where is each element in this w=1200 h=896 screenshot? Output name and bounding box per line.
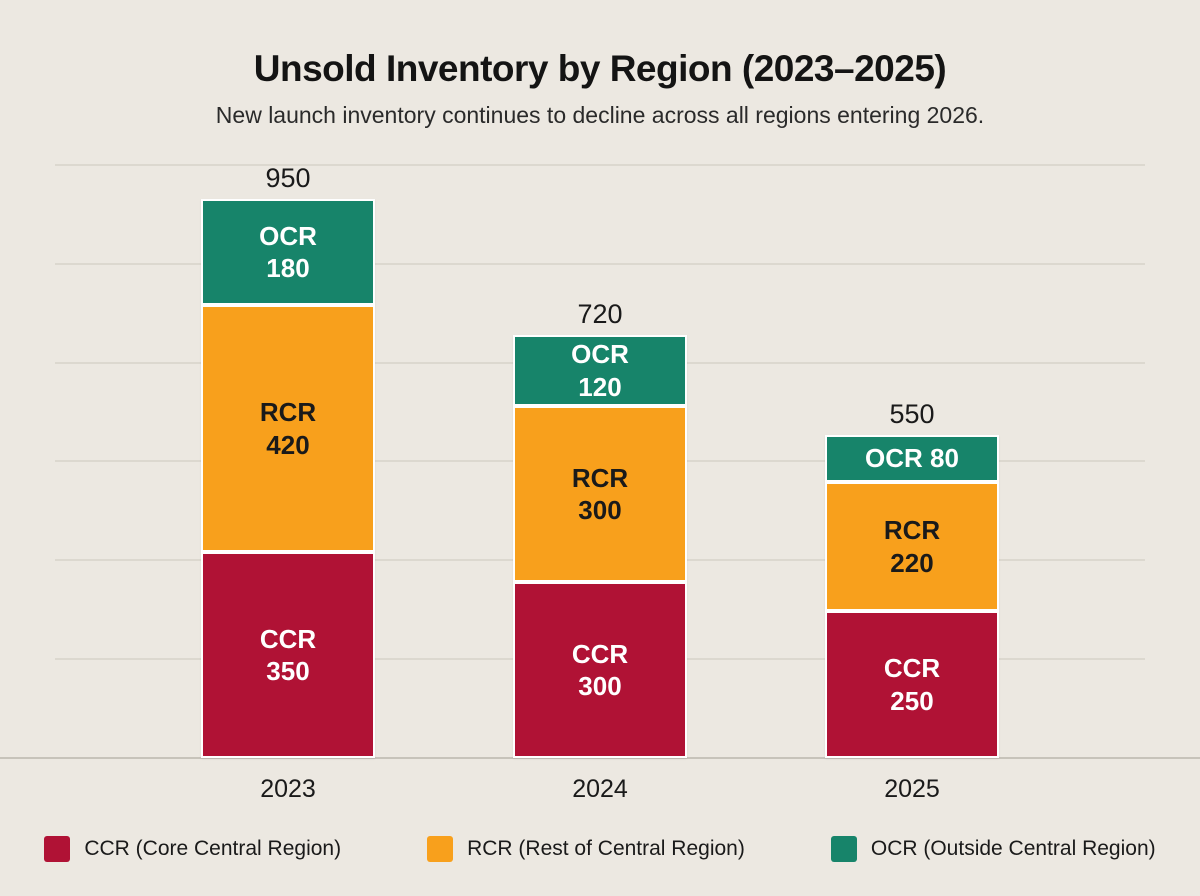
segment-value-label: 180 <box>266 253 310 283</box>
segment-ocr-2023: OCR 180 <box>201 199 375 305</box>
bar-2024: 720 OCR 120 RCR 300 CCR 300 <box>513 299 687 758</box>
segment-value-label: 120 <box>578 371 622 402</box>
segment-rcr-2024: RCR 300 <box>513 406 687 582</box>
bar-2023: 950 OCR 180 RCR 420 CCR 350 <box>201 163 375 758</box>
segment-name-label: CCR <box>883 653 941 683</box>
segment-ccr-2023: CCR 350 <box>201 552 375 758</box>
chart-title: Unsold Inventory by Region (2023–2025) <box>253 48 947 89</box>
segment-ocr-2025: OCR 80 <box>825 435 999 482</box>
segment-name-label: OCR <box>571 339 629 369</box>
segment-name-label: RCR <box>883 515 941 545</box>
segment-ccr-2025: CCR 250 <box>825 611 999 758</box>
bar-2025: 550 OCR 80 RCR 220 CCR 250 <box>825 399 999 758</box>
bar-total-label-2023: 950 <box>265 163 311 193</box>
segment-name-label: OCR <box>259 220 317 251</box>
segment-value-label: 350 <box>266 656 310 686</box>
gridline-1 <box>55 263 1145 265</box>
segment-name-label: CCR <box>259 623 317 654</box>
legend-item-1: RCR (Rest of Central Region) <box>427 836 745 862</box>
gridline-0 <box>55 164 1145 166</box>
x-axis-label-2024: 2024 <box>572 775 628 803</box>
legend-swatch-icon <box>830 836 857 862</box>
segment-value-label: 300 <box>578 671 622 701</box>
chart-subtitle: New launch inventory continues to declin… <box>215 102 985 128</box>
segment-ocr-2024: OCR 120 <box>513 335 687 406</box>
legend-label: OCR (Outside Central Region) <box>870 837 1156 860</box>
segment-rcr-2023: RCR 420 <box>201 305 375 552</box>
legend-swatch-icon <box>44 836 71 862</box>
x-axis-label-2023: 2023 <box>260 775 316 803</box>
segment-name-label: RCR <box>571 462 629 493</box>
segment-value-label: 420 <box>266 429 310 460</box>
legend-label: CCR (Core Central Region) <box>84 837 342 860</box>
legend: CCR (Core Central Region) RCR (Rest of Ce… <box>0 836 1200 862</box>
segment-ccr-2024: CCR 300 <box>513 582 687 758</box>
bar-total-label-2025: 550 <box>889 399 935 429</box>
segment-name-label: RCR <box>259 397 317 427</box>
legend-label: RCR (Rest of Central Region) <box>467 837 745 860</box>
legend-swatch-icon <box>427 836 454 862</box>
x-axis-baseline <box>0 757 1200 759</box>
x-axis-label-2025: 2025 <box>884 775 940 803</box>
legend-item-2: OCR (Outside Central Region) <box>830 836 1156 862</box>
segment-value-label: 300 <box>578 495 622 525</box>
legend-item-0: CCR (Core Central Region) <box>44 836 341 862</box>
segment-value-label: 220 <box>890 547 934 578</box>
bar-total-label-2024: 720 <box>577 299 623 329</box>
segment-name-label: CCR <box>571 638 629 669</box>
segment-rcr-2025: RCR 220 <box>825 482 999 611</box>
segment-value-label: 250 <box>890 685 934 716</box>
